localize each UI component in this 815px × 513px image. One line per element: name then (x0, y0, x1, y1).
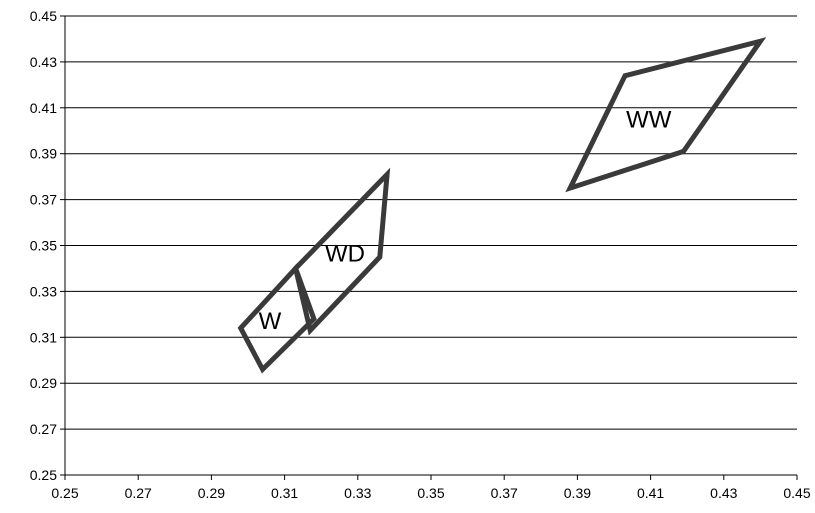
region-ww-label: WW (626, 107, 672, 134)
x-tick-label-10: 0.45 (783, 485, 810, 501)
x-tick-label-8: 0.41 (637, 485, 664, 501)
x-tick-label-7: 0.39 (564, 485, 591, 501)
y-axis-ticks: 0.25 0.27 0.29 0.31 0.33 0.35 0.37 0.39 0.41 0.43… (30, 8, 65, 483)
y-tick-label-9: 0.43 (30, 54, 57, 70)
x-tick-label-9: 0.43 (710, 485, 737, 501)
y-tick-label-6: 0.37 (30, 192, 57, 208)
x-tick-label-3: 0.31 (271, 485, 298, 501)
y-tick-label-2: 0.29 (30, 375, 57, 391)
x-axis-ticks: 0.25 0.27 0.29 0.31 0.33 0.35 0.37 0.39 0.41 0.43… (51, 475, 811, 501)
region-w-outline (237, 263, 317, 374)
y-tick-label-0: 0.25 (30, 467, 57, 483)
y-tick-label-3: 0.31 (30, 329, 57, 345)
y-tick-label-7: 0.39 (30, 146, 57, 162)
x-tick-label-1: 0.27 (125, 485, 152, 501)
y-tick-label-8: 0.41 (30, 100, 57, 116)
region-w-label: W (259, 308, 282, 335)
y-tick-label-5: 0.35 (30, 238, 57, 254)
x-tick-label-6: 0.37 (491, 485, 518, 501)
gridlines (65, 15, 797, 430)
y-tick-label-4: 0.33 (30, 283, 57, 299)
region-ww-outline (565, 37, 767, 193)
y-tick-label-1: 0.27 (30, 421, 57, 437)
x-tick-label-4: 0.33 (344, 485, 371, 501)
x-tick-label-0: 0.25 (51, 485, 78, 501)
x-tick-label-5: 0.35 (417, 485, 444, 501)
region-wd-outline (292, 167, 391, 336)
x-tick-label-2: 0.29 (198, 485, 225, 501)
region-shapes: W WD WW (237, 37, 767, 374)
region-wd-label: WD (325, 241, 365, 268)
y-tick-label-10: 0.45 (30, 8, 57, 24)
